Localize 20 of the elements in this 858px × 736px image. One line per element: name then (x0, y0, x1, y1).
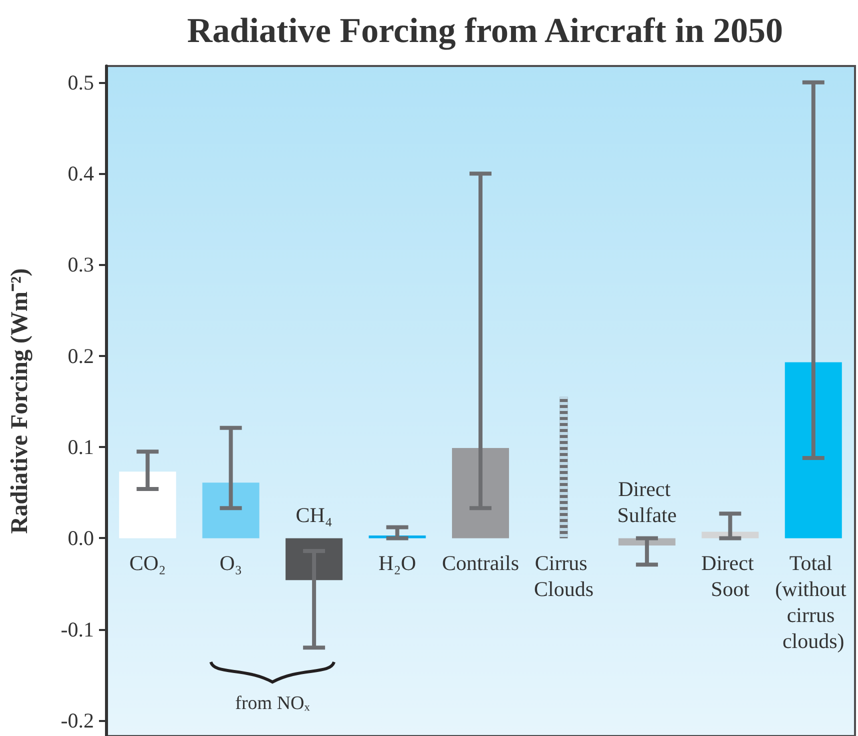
y-tick-label: 0.2 (68, 344, 94, 368)
x-tick-label: Cirrus Clouds (534, 551, 594, 602)
x-tick-label: Direct Sulfate (617, 477, 677, 528)
y-tick-label: 0.3 (68, 252, 94, 277)
y-tick-label: 0.4 (68, 162, 94, 186)
x-tick-label: O₃ (220, 551, 242, 576)
y-axis-title: Radiative Forcing (Wm⁻²) (7, 268, 33, 534)
y-tick-label: 0.5 (68, 70, 94, 94)
x-tick-label: Direct Soot (701, 551, 760, 602)
y-tick-label: 0.0 (68, 526, 94, 550)
annotation: from NOₓ (235, 693, 310, 714)
x-tick-label: Contrails (442, 551, 519, 576)
y-tick-label: 0.1 (68, 435, 94, 460)
y-tick-label: -0.1 (60, 617, 94, 642)
x-tick-label: H₂O (378, 551, 416, 576)
y-tick-label: -0.2 (60, 708, 94, 733)
x-tick-label: CO₂ (129, 551, 166, 576)
x-tick-label: CH₄ (296, 503, 332, 528)
chart-title: Radiative Forcing from Aircraft in 2050 (187, 11, 783, 50)
x-tick-label: Total (without cirrus clouds) (775, 551, 852, 654)
